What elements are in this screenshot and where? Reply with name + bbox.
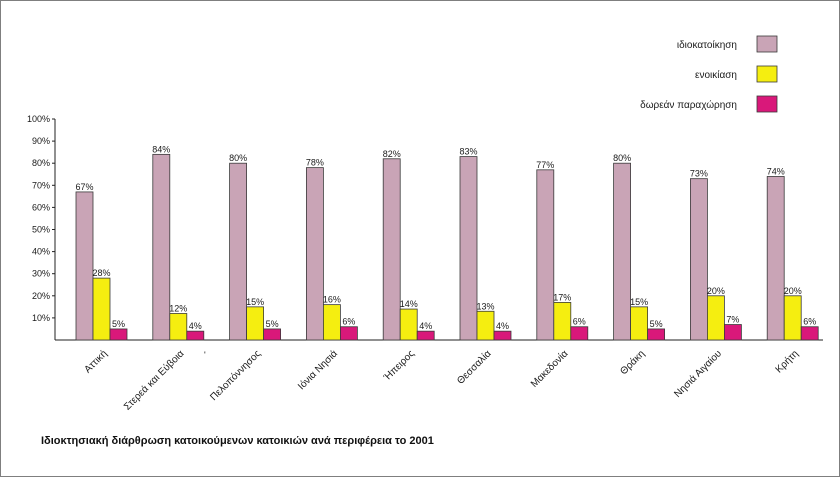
data-label: 14% bbox=[400, 299, 418, 309]
bar bbox=[322, 304, 341, 341]
bar bbox=[647, 328, 665, 341]
bar bbox=[339, 326, 358, 341]
bars bbox=[75, 153, 819, 341]
bar bbox=[724, 324, 742, 341]
y-tick-label: 10% bbox=[32, 313, 50, 323]
bar bbox=[229, 162, 248, 341]
bar bbox=[690, 178, 708, 341]
data-label: 5% bbox=[266, 319, 279, 329]
bar bbox=[536, 169, 555, 341]
category-label: Νησιά Αιγαίου bbox=[672, 348, 724, 400]
bar bbox=[766, 176, 785, 341]
bar bbox=[399, 308, 418, 341]
data-label: 5% bbox=[112, 319, 125, 329]
bar bbox=[476, 310, 495, 341]
data-label: 67% bbox=[75, 182, 93, 192]
data-label: 16% bbox=[323, 295, 341, 305]
data-label: 77% bbox=[536, 160, 554, 170]
y-tick-label: 40% bbox=[32, 247, 50, 257]
bar bbox=[305, 167, 324, 341]
bar bbox=[570, 326, 589, 341]
bar bbox=[169, 313, 188, 341]
data-label: 6% bbox=[342, 317, 355, 327]
y-tick-label: 80% bbox=[32, 158, 50, 168]
data-label: 84% bbox=[152, 144, 170, 154]
category-label: Θεσσαλία bbox=[454, 347, 493, 386]
data-label: 15% bbox=[246, 297, 264, 307]
y-tick-label: 90% bbox=[32, 136, 50, 146]
legend-swatch bbox=[756, 65, 778, 83]
category-label: Στερεά και Εύβοια bbox=[121, 347, 186, 412]
category-label: Ιόνια Νησιά bbox=[295, 347, 340, 392]
bar bbox=[186, 330, 205, 341]
category-label: Θράκη bbox=[618, 348, 648, 378]
bar bbox=[416, 330, 435, 341]
bar bbox=[92, 277, 111, 341]
y-tick-label: 60% bbox=[32, 202, 50, 212]
bar bbox=[263, 328, 282, 341]
data-label: 4% bbox=[189, 321, 202, 331]
stray-mark: ' bbox=[204, 350, 206, 360]
data-label: 17% bbox=[553, 292, 571, 302]
bar bbox=[783, 295, 802, 341]
category-labels: Αττική Στερεά και Εύβοια Πελοπόννησος Ιόνια… bbox=[82, 347, 801, 412]
bar bbox=[152, 153, 171, 341]
legend-label: ενοικίαση bbox=[695, 69, 737, 81]
data-label: 6% bbox=[573, 317, 586, 327]
data-label: 7% bbox=[726, 315, 739, 325]
chart-title: Ιδιοκτησιακή διάρθρωση κατοικούμενων κατ… bbox=[41, 435, 434, 447]
y-tick-label: 50% bbox=[32, 225, 50, 235]
bar bbox=[493, 330, 512, 341]
data-label: 4% bbox=[419, 321, 432, 331]
bar bbox=[109, 328, 128, 341]
data-label: 20% bbox=[784, 286, 802, 296]
bar bbox=[613, 162, 631, 341]
bar bbox=[459, 156, 478, 341]
category-label: Ήπειρος bbox=[381, 348, 417, 384]
category-label: Κρήτη bbox=[773, 348, 801, 376]
data-label: 83% bbox=[459, 147, 477, 157]
y-tick-label: 30% bbox=[32, 269, 50, 279]
y-tick-label: 20% bbox=[32, 291, 50, 301]
legend-swatch bbox=[756, 95, 778, 113]
legend-label: δωρεάν παραχώρηση bbox=[640, 99, 737, 111]
data-labels: 67%28%5%84%12%4%80%15%5%78%16%6%82%14%4%… bbox=[75, 144, 816, 331]
data-label: 82% bbox=[383, 149, 401, 159]
data-label: 4% bbox=[496, 321, 509, 331]
bar bbox=[75, 191, 94, 341]
bar bbox=[553, 302, 572, 341]
data-label: 78% bbox=[306, 158, 324, 168]
data-label: 13% bbox=[476, 301, 494, 311]
data-label: 74% bbox=[767, 166, 785, 176]
bar bbox=[630, 306, 648, 341]
category-label: Αττική bbox=[82, 348, 110, 376]
data-label: 5% bbox=[650, 319, 663, 329]
bar bbox=[246, 306, 265, 341]
y-tick-label: 70% bbox=[32, 180, 50, 190]
data-label: 6% bbox=[803, 317, 816, 327]
data-label: 15% bbox=[630, 297, 648, 307]
data-label: 73% bbox=[690, 169, 708, 179]
legend-label: ιδιοκατοίκηση bbox=[677, 39, 737, 51]
data-label: 28% bbox=[92, 268, 110, 278]
data-label: 20% bbox=[707, 286, 725, 296]
legend-swatch bbox=[756, 35, 778, 53]
legend: ιδιοκατοίκηση ενοικίαση δωρεάν παραχώρηση bbox=[640, 35, 778, 113]
data-label: 80% bbox=[229, 153, 247, 163]
bar bbox=[707, 295, 725, 341]
category-label: Μακεδονία bbox=[528, 347, 570, 389]
bar bbox=[382, 158, 401, 341]
data-label: 80% bbox=[613, 153, 631, 163]
y-tick-label: 100% bbox=[27, 114, 50, 124]
data-label: 12% bbox=[169, 303, 187, 313]
category-label: Πελοπόννησος bbox=[208, 348, 264, 404]
bar bbox=[800, 326, 819, 341]
